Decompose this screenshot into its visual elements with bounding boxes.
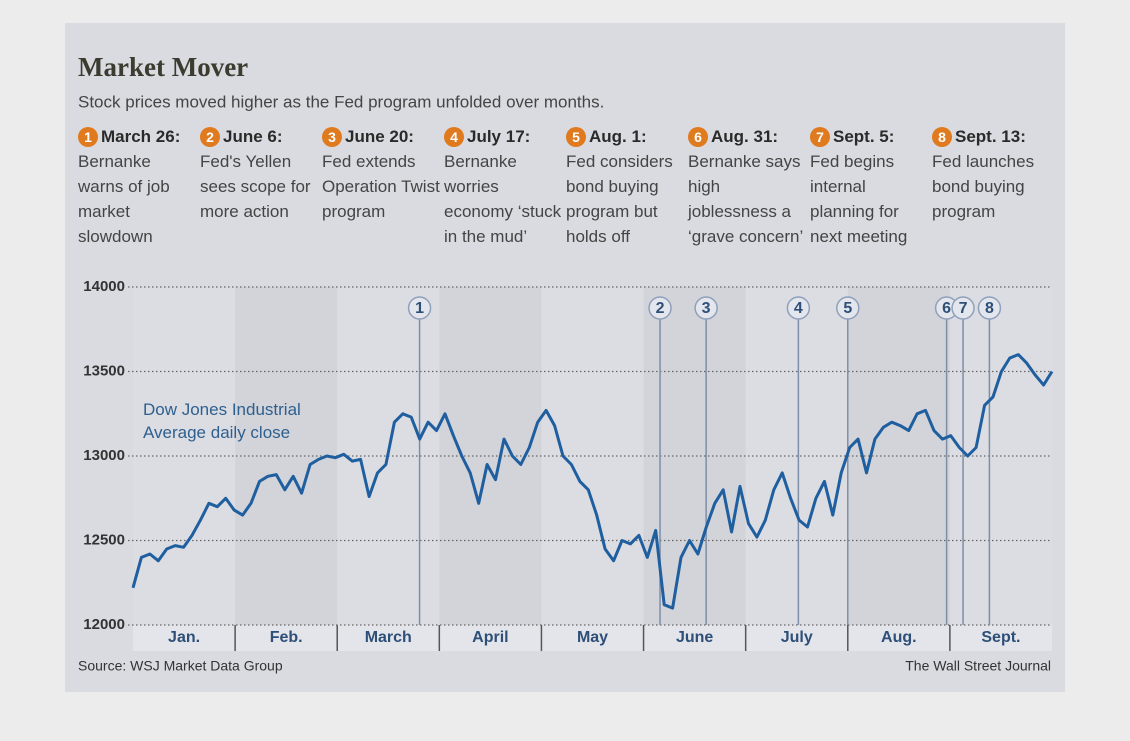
event-date: Sept. 5: <box>833 127 895 146</box>
event-marker-label: 8 <box>985 300 994 317</box>
event-text: Fed's Yellen sees scope for more action <box>200 152 311 221</box>
event-date: June 20: <box>345 127 414 146</box>
event-note: 2 June 6: Fed's Yellen sees scope for more… <box>200 124 320 224</box>
event-date: Sept. 13: <box>955 127 1026 146</box>
event-note: 5 Aug. 1: Fed considers bond buying progra… <box>566 124 686 249</box>
event-number: 2 <box>200 127 220 147</box>
x-tick-label: July <box>781 629 813 646</box>
legend: Dow Jones Industrial Average daily close <box>143 400 301 442</box>
event-marker-label: 7 <box>959 300 968 317</box>
event-marker-label: 3 <box>702 300 711 317</box>
event-text: Bernanke says high joblessness a ‘grave … <box>688 152 804 246</box>
event-marker-label: 4 <box>794 300 803 317</box>
event-heading: 5 Aug. 1: <box>566 124 686 149</box>
event-date: Aug. 31: <box>711 127 779 146</box>
event-date: June 6: <box>223 127 283 146</box>
month-label-bg <box>439 625 542 651</box>
event-heading: 7 Sept. 5: <box>810 124 930 149</box>
source: Source: WSJ Market Data Group <box>78 658 283 674</box>
event-date: March 26: <box>101 127 181 146</box>
y-tick-label: 13500 <box>83 362 125 379</box>
event-heading: 6 Aug. 31: <box>688 124 808 149</box>
x-tick-label: April <box>472 629 508 646</box>
event-marker-label: 2 <box>656 300 665 317</box>
event-heading: 1 March 26: <box>78 124 198 149</box>
event-number: 3 <box>322 127 342 147</box>
event-marker <box>407 296 432 320</box>
event-text: Bernanke warns of job market slowdown <box>78 152 170 246</box>
month-band <box>235 287 338 625</box>
event-marker <box>786 296 811 320</box>
event-note: 8 Sept. 13: Fed launches bond buying progr… <box>932 124 1052 224</box>
event-date: Aug. 1: <box>589 127 647 146</box>
y-tick-label: 12500 <box>83 531 125 548</box>
event-marker <box>951 296 975 320</box>
event-note: 3 June 20: Fed extends Operation Twist pro… <box>322 124 442 224</box>
event-date: July 17: <box>467 127 531 146</box>
event-text: Fed launches bond buying program <box>932 152 1035 221</box>
event-number: 7 <box>810 127 830 147</box>
x-tick-label: May <box>577 629 608 646</box>
event-text: Fed extends Operation Twist program <box>322 152 440 221</box>
event-marker <box>836 296 860 320</box>
credit: The Wall Street Journal <box>905 658 1051 674</box>
month-label-bg <box>541 625 644 651</box>
data-line <box>131 353 1054 610</box>
x-tick-label: June <box>676 629 713 646</box>
event-note: 4 July 17: Bernanke worries economy ‘stuck… <box>444 124 564 249</box>
month-label-bg <box>643 625 746 651</box>
event-heading: 2 June 6: <box>200 124 320 149</box>
x-tick-label: Aug. <box>881 629 917 646</box>
x-tick-label: Jan. <box>168 629 200 646</box>
event-number: 1 <box>78 127 98 147</box>
event-number: 5 <box>566 127 586 147</box>
month-label-bg <box>235 625 338 651</box>
chart-subtitle: Stock prices moved higher as the Fed pro… <box>78 92 604 111</box>
y-tick-label: 14000 <box>83 278 125 295</box>
event-marker-label: 1 <box>415 300 424 317</box>
event-note: 7 Sept. 5: Fed begins internal planning fo… <box>810 124 930 249</box>
event-marker <box>977 296 1002 320</box>
x-tick-label: March <box>365 629 412 646</box>
chart-title: Market Mover <box>78 52 248 82</box>
event-number: 4 <box>444 127 464 147</box>
y-tick-label: 13000 <box>83 447 125 464</box>
x-tick-label: Feb. <box>270 629 303 646</box>
month-label-bg <box>949 625 1052 651</box>
event-text: Fed begins internal planning for next me… <box>810 152 908 246</box>
event-heading: 3 June 20: <box>322 124 442 149</box>
event-marker <box>648 296 672 320</box>
month-band <box>643 287 746 625</box>
event-note: 1 March 26: Bernanke warns of job market s… <box>78 124 198 249</box>
month-label-bg <box>745 625 848 651</box>
event-heading: 4 July 17: <box>444 124 564 149</box>
event-number: 6 <box>688 127 708 147</box>
month-label-bg <box>133 625 236 651</box>
event-heading: 8 Sept. 13: <box>932 124 1052 149</box>
y-tick-label: 12000 <box>83 616 125 633</box>
x-tick-label: Sept. <box>981 629 1020 646</box>
event-marker-label: 6 <box>942 300 951 317</box>
event-number: 8 <box>932 127 952 147</box>
event-marker-label: 5 <box>843 300 852 317</box>
month-label-bg <box>337 625 440 651</box>
event-note: 6 Aug. 31: Bernanke says high joblessness … <box>688 124 808 249</box>
month-label-bg <box>847 625 950 651</box>
event-marker <box>694 296 718 320</box>
event-text: Bernanke worries economy ‘stuck in the m… <box>444 152 562 246</box>
event-text: Fed considers bond buying program but ho… <box>566 152 673 246</box>
